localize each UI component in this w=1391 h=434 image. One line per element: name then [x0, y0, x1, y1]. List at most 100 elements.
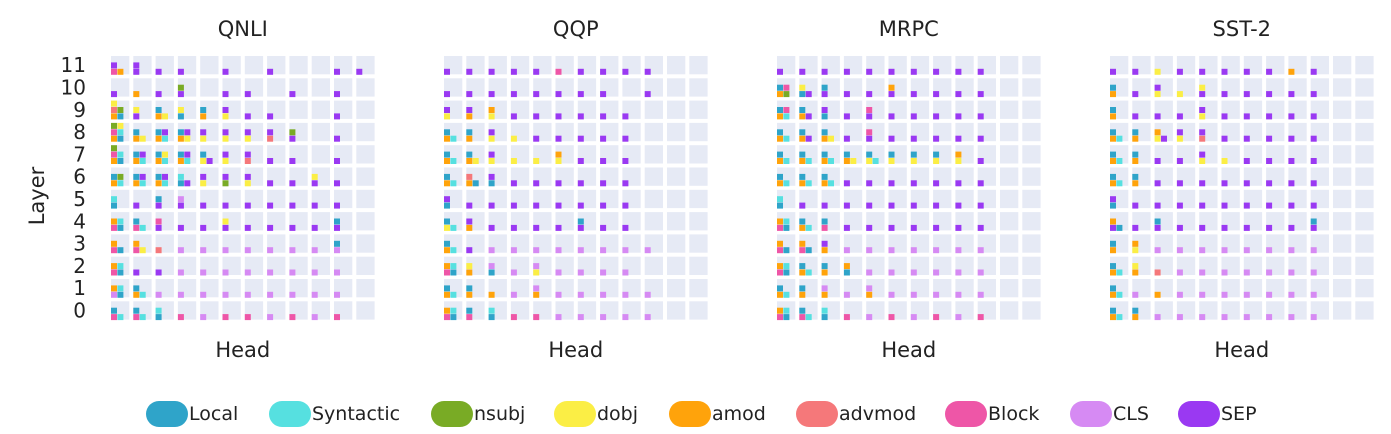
pattern-mark-sep [888, 180, 895, 187]
pattern-mark-sep [955, 113, 962, 120]
pattern-mark-dobj [910, 158, 917, 164]
pattern-mark-cls [267, 291, 274, 298]
heatmap-cell [667, 189, 686, 209]
pattern-mark-local [777, 151, 783, 158]
pattern-mark-dobj [472, 158, 479, 164]
pattern-mark-amod [777, 180, 783, 187]
pattern-mark-local [488, 314, 495, 321]
pattern-mark-sep [466, 91, 473, 98]
heatmap-cell [644, 189, 663, 209]
legend-swatch [945, 401, 987, 427]
pattern-mark-local [155, 151, 162, 158]
pattern-mark-local [488, 180, 495, 187]
pattern-mark-cls [1266, 247, 1273, 254]
heatmap-cell [1022, 234, 1041, 253]
pattern-mark-amod [111, 218, 117, 225]
pattern-mark-cls [488, 247, 495, 254]
pattern-mark-sep [821, 91, 828, 98]
pattern-mark-sep [1310, 113, 1317, 120]
heatmap-cell [1022, 279, 1041, 298]
pattern-mark-syntactic [783, 307, 790, 314]
pattern-mark-local [1110, 84, 1116, 91]
pattern-mark-sep [244, 113, 251, 120]
legend-item-local: Local [146, 394, 238, 434]
pattern-mark-dobj [533, 158, 540, 164]
panel-sst-2: SST-2 Head [1110, 17, 1374, 362]
pattern-mark-sep [1243, 224, 1250, 231]
pattern-mark-amod [111, 285, 117, 292]
x-axis-label: Head [215, 338, 270, 362]
pattern-mark-cls [177, 196, 184, 203]
pattern-mark-sep [200, 224, 207, 231]
pattern-mark-dobj [488, 135, 495, 142]
heatmap-cell [644, 256, 663, 275]
pattern-mark-amod [799, 113, 806, 120]
pattern-mark-cls [644, 314, 651, 321]
pattern-mark-local [777, 202, 783, 209]
pattern-mark-dobj [799, 84, 806, 91]
legend-label: advmod [839, 403, 917, 425]
heatmap-cell [1000, 234, 1019, 253]
pattern-mark-local [799, 173, 806, 180]
pattern-mark-block [133, 314, 140, 321]
pattern-mark-sep [577, 113, 584, 120]
pattern-mark-dobj [200, 158, 207, 164]
pattern-mark-amod [821, 291, 828, 298]
pattern-mark-syntactic [1116, 291, 1123, 298]
pattern-mark-sep [1199, 129, 1206, 136]
pattern-mark-advmod [244, 158, 251, 164]
pattern-mark-local [821, 314, 828, 321]
pattern-mark-cls [910, 291, 917, 298]
heatmap-cell [667, 122, 686, 142]
pattern-mark-sep [1110, 224, 1116, 231]
pattern-mark-cls [1154, 314, 1161, 321]
pattern-mark-sep [1176, 202, 1183, 209]
pattern-mark-syntactic [117, 263, 124, 270]
pattern-mark-amod [555, 151, 562, 158]
pattern-mark-amod [177, 135, 184, 142]
heatmap-cell [644, 167, 663, 186]
pattern-mark-local [155, 196, 162, 203]
pattern-mark-sep [334, 113, 340, 120]
panel-qqp: QQP Head [444, 17, 708, 362]
heatmap-cell [200, 56, 219, 75]
pattern-mark-amod [117, 68, 124, 75]
pattern-mark-nsubj [117, 107, 124, 113]
pattern-mark-sep [184, 129, 191, 136]
heatmap-cell [289, 56, 308, 75]
pattern-mark-sep [222, 202, 229, 209]
pattern-mark-sep [466, 202, 473, 209]
pattern-mark-block [510, 314, 517, 321]
pattern-mark-sep [289, 224, 296, 231]
legend-label: SEP [1221, 403, 1257, 425]
pattern-mark-local [444, 285, 450, 292]
pattern-mark-sep [289, 135, 296, 142]
pattern-mark-sep [1221, 202, 1228, 209]
pattern-mark-dobj [117, 122, 124, 129]
pattern-mark-syntactic [828, 158, 834, 164]
pattern-mark-syntactic [805, 180, 812, 187]
pattern-mark-sep [1266, 202, 1273, 209]
pattern-mark-syntactic [783, 218, 790, 225]
heatmap-cell [1022, 145, 1041, 164]
heatmap-cell [1333, 234, 1352, 253]
pattern-mark-local [888, 151, 895, 158]
heatmap-cell [356, 279, 375, 298]
pattern-mark-sep [600, 113, 607, 120]
pattern-mark-block [177, 314, 184, 321]
pattern-mark-local [444, 129, 450, 136]
pattern-mark-amod [843, 158, 850, 164]
pattern-mark-sep [267, 180, 274, 187]
pattern-mark-sep [1288, 91, 1295, 98]
pattern-mark-dobj [1154, 68, 1161, 75]
pattern-mark-sep [1176, 180, 1183, 187]
heatmap-cell [1355, 78, 1374, 97]
pattern-mark-sep [1132, 91, 1139, 98]
pattern-mark-cls [244, 247, 251, 254]
pattern-mark-syntactic [450, 291, 457, 298]
pattern-mark-cls [289, 291, 296, 298]
pattern-mark-cls [1243, 314, 1250, 321]
pattern-mark-cls [866, 247, 873, 254]
pattern-mark-sep [1110, 196, 1116, 203]
